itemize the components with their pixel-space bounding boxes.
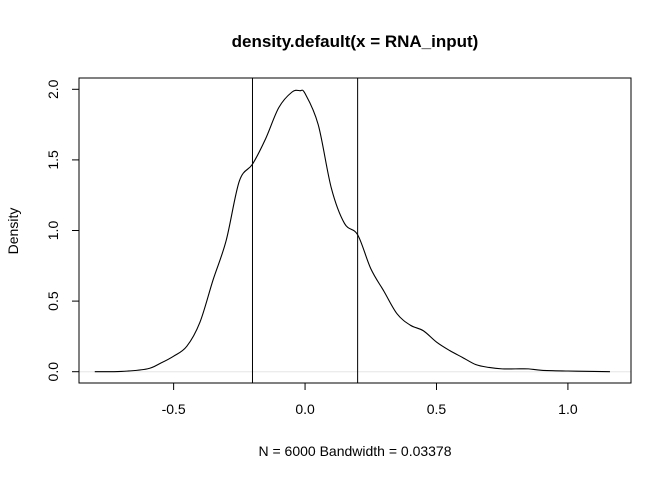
- x-tick-label: 1.0: [558, 401, 578, 417]
- x-tick-label: 0.5: [427, 401, 447, 417]
- plot-frame: [78, 77, 632, 384]
- y-tick-label: 1.0: [45, 221, 61, 241]
- x-axis-label: N = 6000 Bandwidth = 0.03378: [258, 443, 451, 459]
- y-tick-label: 0.0: [45, 362, 61, 382]
- chart-title: density.default(x = RNA_input): [232, 32, 479, 51]
- density-curve: [94, 89, 610, 373]
- y-tick-label: 0.5: [45, 291, 61, 311]
- y-axis: 0.0 0.5 1.0 1.5 2.0: [45, 79, 80, 382]
- x-tick-label: 0.0: [295, 401, 315, 417]
- x-tick-label: -0.5: [162, 401, 186, 417]
- x-axis: -0.5 0.0 0.5 1.0: [162, 382, 578, 417]
- y-tick-label: 1.5: [45, 150, 61, 170]
- y-tick-label: 2.0: [45, 79, 61, 99]
- vertical-reference-lines: [251, 78, 359, 383]
- y-axis-label: Density: [5, 208, 21, 255]
